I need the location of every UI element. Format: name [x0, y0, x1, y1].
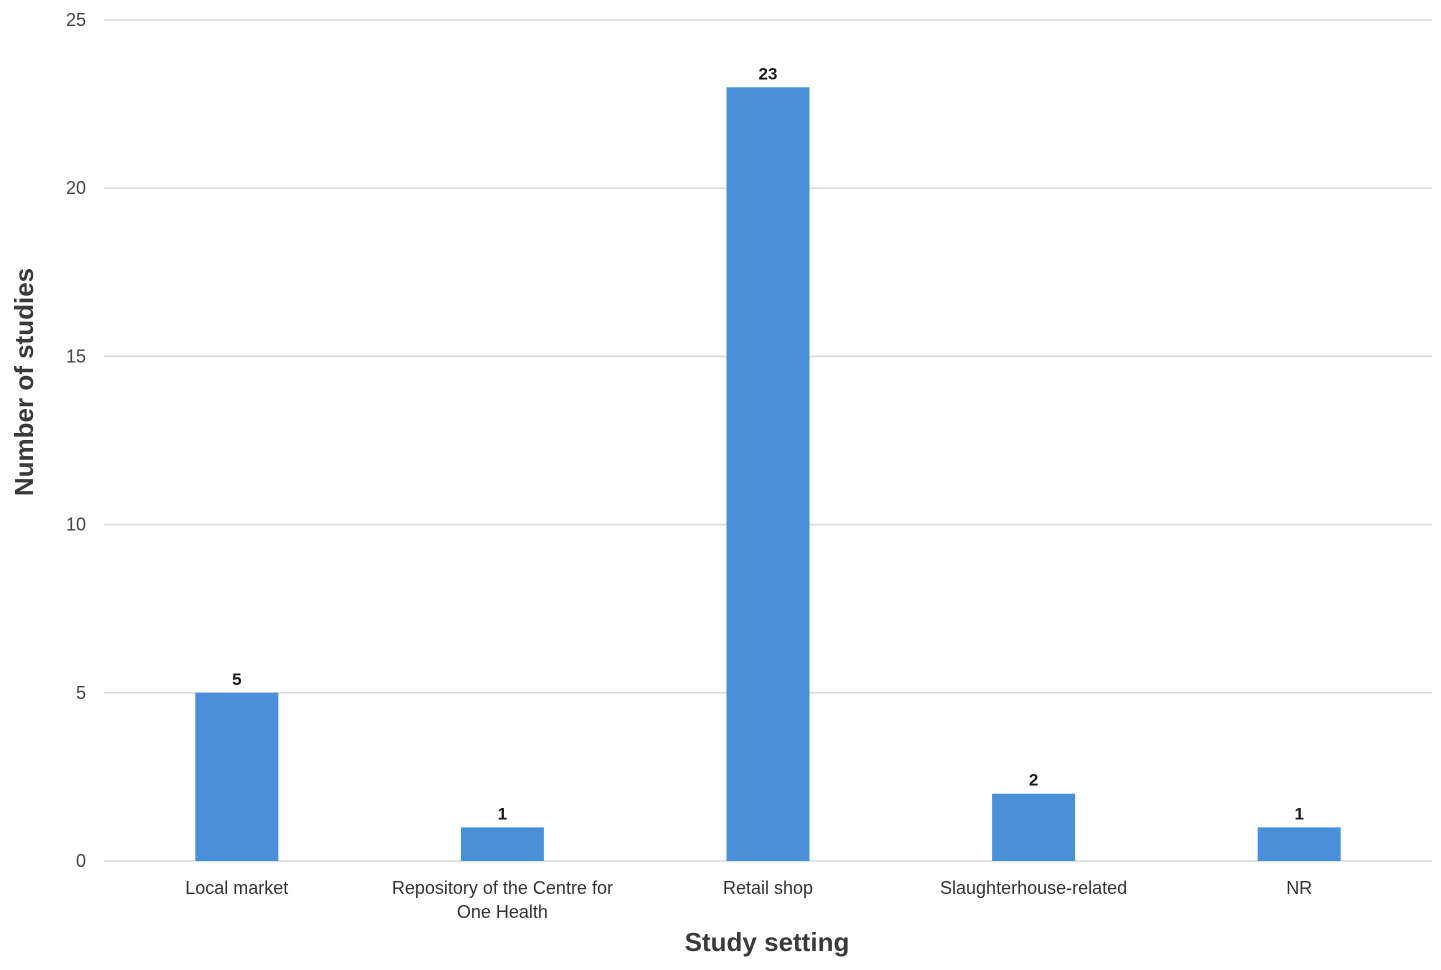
data-label: 2	[1029, 771, 1038, 790]
x-category-label: NR	[1286, 878, 1312, 898]
data-labels: 5 1 23 2 1	[232, 64, 1304, 823]
x-axis-title: Study setting	[685, 927, 850, 957]
x-category-label: Local market	[185, 878, 288, 898]
y-tick-label: 10	[66, 515, 86, 535]
x-category-label: One Health	[457, 902, 548, 922]
x-category-label: Repository of the Centre for	[392, 878, 613, 898]
bar	[460, 827, 544, 861]
bar	[992, 793, 1076, 861]
bar	[726, 87, 810, 861]
y-tick-label: 15	[66, 346, 86, 366]
x-category-label: Retail shop	[723, 878, 813, 898]
y-axis-title: Number of studies	[9, 268, 39, 496]
y-tick-label: 25	[66, 10, 86, 30]
y-axis-ticks: 0 5 10 15 20 25	[66, 10, 86, 871]
y-tick-label: 20	[66, 178, 86, 198]
data-label: 1	[1294, 804, 1303, 823]
bar	[195, 692, 279, 861]
x-category-label: Slaughterhouse-related	[940, 878, 1127, 898]
bars	[195, 87, 1341, 861]
y-tick-label: 5	[76, 683, 86, 703]
bar	[1257, 827, 1341, 861]
y-tick-label: 0	[76, 851, 86, 871]
x-axis-categories: Local market Repository of the Centre for…	[185, 878, 1312, 922]
data-label: 1	[498, 804, 507, 823]
data-label: 5	[232, 670, 241, 689]
data-label: 23	[759, 64, 778, 83]
